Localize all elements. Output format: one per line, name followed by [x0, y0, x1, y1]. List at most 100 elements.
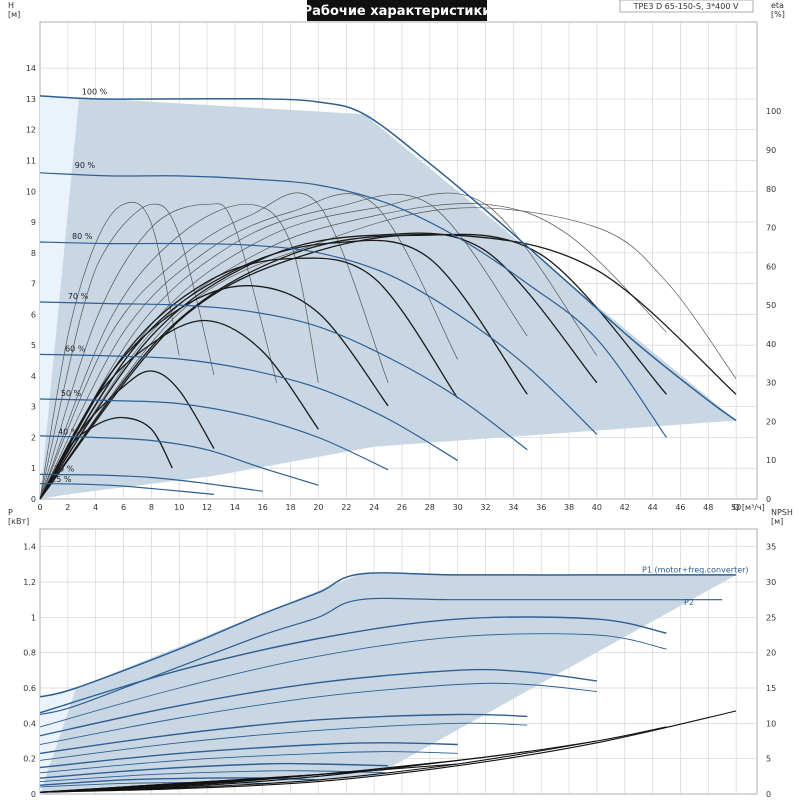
y-tick-label: 0 — [31, 790, 36, 799]
y-tick-label: 12 — [26, 126, 36, 135]
head-curve-label: 100 % — [82, 87, 108, 96]
y-axis-label-right: NPSH — [771, 508, 793, 517]
p1-label: P1 (motor+freq.converter) — [642, 565, 749, 574]
y-right-tick-label: 40 — [766, 340, 776, 349]
model-label: TPE3 D 65-150-S, 3*400 V — [633, 2, 739, 11]
head-curve-label: 30 % — [54, 464, 75, 473]
y-right-tick-label: 50 — [766, 301, 776, 310]
chart-title: Рабочие характеристики — [303, 4, 492, 19]
head-curve-label: 60 % — [65, 344, 86, 353]
y-tick-label: 9 — [31, 218, 36, 227]
y-tick-label: 0.4 — [23, 719, 36, 728]
p2-limit-curve — [39, 597, 723, 716]
y-tick-label: 10 — [26, 187, 36, 196]
head-curve-label: 40 % — [58, 427, 79, 436]
y-right-tick-label: 10 — [766, 719, 776, 728]
efficiency-curve — [39, 192, 389, 500]
efficiency-curve — [39, 203, 215, 500]
y-tick-label: 4 — [31, 372, 36, 381]
head-curve-label: 25 % — [51, 475, 72, 484]
y-tick-label: 0.2 — [23, 755, 36, 764]
power-curve — [39, 668, 597, 737]
x-tick-label: 42 — [620, 503, 630, 512]
head-curve — [39, 172, 667, 438]
efficiency-curve — [39, 233, 737, 500]
y-tick-label: 8 — [31, 249, 36, 258]
x-tick-label: 38 — [564, 503, 574, 512]
x-tick-label: 6 — [121, 503, 126, 512]
y-tick-label: 1.4 — [23, 543, 36, 552]
efficiency-curve — [39, 233, 667, 500]
head-curve — [39, 241, 598, 435]
y-right-tick-label: 60 — [766, 262, 776, 271]
efficiency-curve — [39, 207, 737, 500]
model-box — [619, 0, 754, 13]
y-tick-label: 13 — [26, 95, 36, 104]
title-banner: Рабочие характеристики — [303, 0, 492, 21]
y-axis-label-left: P — [8, 508, 13, 517]
x-tick-label: 18 — [286, 503, 296, 512]
y-tick-label: 14 — [26, 64, 36, 73]
efficiency-curve — [39, 201, 180, 500]
x-tick-label: 4 — [93, 503, 98, 512]
power-curve — [39, 762, 389, 779]
x-tick-label: 28 — [425, 503, 435, 512]
y-axis-label-left: [кВт] — [8, 517, 29, 526]
x-tick-label: 10 — [174, 503, 184, 512]
x-tick-label: 44 — [647, 503, 657, 512]
p1-limit-curve — [39, 572, 737, 698]
x-tick-label: 14 — [230, 503, 240, 512]
x-tick-label: 34 — [508, 503, 518, 512]
y-tick-label: 5 — [31, 341, 36, 350]
efficiency-curve — [39, 203, 278, 500]
x-tick-label: 8 — [149, 503, 154, 512]
operating-region — [40, 95, 737, 500]
head-curve — [39, 483, 215, 495]
efficiency-curve — [39, 232, 598, 500]
y-tick-label: 1.2 — [23, 578, 36, 587]
y-tick-label: 6 — [31, 310, 36, 319]
x-tick-label: 2 — [65, 503, 70, 512]
power-curve — [39, 751, 458, 774]
x-tick-label: 22 — [341, 503, 351, 512]
y-tick-label: 3 — [31, 403, 36, 412]
power-curve — [39, 742, 458, 769]
head-curve-label: 80 % — [72, 232, 93, 241]
y-axis-label-right: eta — [771, 1, 784, 10]
y-right-tick-label: 70 — [766, 224, 776, 233]
y-right-tick-label: 90 — [766, 146, 776, 155]
y-right-tick-label: 35 — [766, 543, 776, 552]
efficiency-curve — [39, 203, 667, 500]
x-tick-label: 32 — [480, 503, 490, 512]
y-right-tick-label: 80 — [766, 185, 776, 194]
operating-region-low-flow — [40, 95, 79, 500]
power-curve — [39, 713, 528, 755]
y-right-tick-label: 10 — [766, 456, 776, 465]
efficiency-curve — [39, 203, 319, 500]
head-curve — [39, 95, 737, 422]
x-tick-label: 16 — [258, 503, 268, 512]
y-axis-label-left: H — [8, 1, 14, 10]
x-tick-label: 48 — [703, 503, 713, 512]
head-curve — [39, 473, 263, 492]
y-axis-label-right: [м] — [771, 517, 783, 526]
head-curve-label: 70 % — [68, 292, 89, 301]
y-right-tick-label: 20 — [766, 417, 776, 426]
x-axis-label: Q [м³/ч] — [733, 503, 765, 512]
head-curve — [39, 353, 459, 462]
y-right-tick-label: 20 — [766, 649, 776, 658]
power-curve — [39, 722, 528, 761]
y-right-tick-label: 5 — [766, 755, 771, 764]
npsh-curve — [39, 710, 737, 793]
p2-label: P2 — [684, 598, 694, 607]
x-tick-label: 30 — [453, 503, 463, 512]
head-curve — [39, 435, 319, 486]
x-tick-label: 46 — [675, 503, 685, 512]
power-curve — [39, 770, 389, 783]
y-axis-label-left: [м] — [8, 10, 20, 19]
y-tick-label: 0 — [31, 495, 36, 504]
y-right-tick-label: 25 — [766, 613, 776, 622]
x-tick-label: 0 — [37, 503, 42, 512]
npsh-curve — [39, 778, 263, 793]
